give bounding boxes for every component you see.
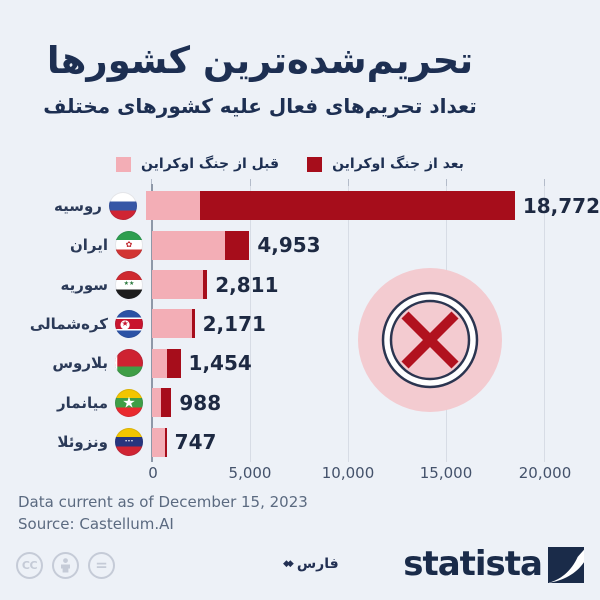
- country-label: ایران: [69, 236, 108, 255]
- syria-flag: ★★: [115, 270, 143, 299]
- venezuela-flag: •••: [115, 428, 143, 457]
- cc-icon[interactable]: CC: [16, 552, 43, 579]
- myanmar-flag: ★: [115, 388, 143, 417]
- x-tick-0: 0: [148, 464, 158, 482]
- gridline-5000: [250, 186, 251, 462]
- bar-group: 1,454: [152, 348, 252, 378]
- bar-before-war: [152, 348, 167, 378]
- header: تحریم‌شده‌ترین کشورها تعداد تحریم‌های فع…: [0, 36, 520, 118]
- chart-row: سوریه ★★ 2,811: [0, 265, 600, 304]
- bar-after-war: [200, 191, 515, 221]
- country-label: میانمار: [57, 393, 108, 412]
- cc-license-icons[interactable]: CC =: [16, 552, 115, 579]
- flag-emblem: ▌: [115, 349, 128, 378]
- top-tick-0: [151, 179, 152, 186]
- bar-after-war: [161, 388, 172, 418]
- footer: Data current as of December 15, 2023 Sou…: [18, 491, 308, 535]
- flag-emblem: ★★: [123, 280, 135, 288]
- country-label: ونزوئلا: [57, 433, 108, 452]
- bar-group: 2,171: [152, 309, 266, 339]
- chart-row: کره‌شمالی ● ★ 2,171: [0, 304, 600, 343]
- crossed-circle-icon: [381, 291, 479, 389]
- cc-by-person-icon[interactable]: [52, 552, 79, 579]
- flag-emblem: ●: [119, 316, 131, 331]
- bar-group: 4,953: [152, 230, 321, 260]
- bar-before-war: [152, 427, 165, 457]
- bar-after-war: [224, 230, 250, 260]
- fars-logo[interactable]: ◆◆ فارس: [283, 556, 339, 572]
- cc-icon-text: CC: [21, 559, 38, 572]
- x-tick-10000: 10,000: [321, 464, 375, 482]
- russia-flag: [108, 191, 137, 220]
- bar-before-war: [152, 309, 193, 339]
- bar-before-war: [145, 191, 201, 221]
- chart-row: ایران ✿ 4,953: [0, 225, 600, 264]
- flag-emblem: •••: [124, 438, 134, 445]
- chart-row: ونزوئلا ••• 747: [0, 423, 600, 462]
- belarus-flag: ▌: [115, 349, 143, 378]
- gridline-20000: [544, 186, 545, 462]
- legend: قبل از جنگ اوکراین بعد از جنگ اوکراین: [0, 156, 580, 172]
- bar-value: 18,772: [522, 193, 600, 218]
- fars-diamond-icon: ◆◆: [283, 559, 294, 569]
- bar-after-war: [166, 348, 181, 378]
- legend-item-before-war: قبل از جنگ اوکراین: [116, 156, 279, 172]
- legend-label-before: قبل از جنگ اوکراین: [141, 156, 280, 172]
- north-korea-flag: ● ★: [115, 309, 143, 338]
- legend-item-after-war: بعد از جنگ اوکراین: [307, 156, 464, 172]
- top-tick-20000: [544, 179, 545, 186]
- fars-logo-text: فارس: [296, 556, 339, 572]
- flag-emblem: ★: [122, 393, 136, 412]
- country-label: کره‌شمالی: [29, 314, 108, 333]
- top-tick-15000: [446, 179, 447, 186]
- data-current-note: Data current as of December 15, 2023: [18, 493, 308, 511]
- legend-swatch-before: [116, 156, 132, 172]
- bar-before-war: [152, 230, 225, 260]
- page-title: تحریم‌شده‌ترین کشورها: [46, 39, 474, 82]
- bar-after-war: [164, 427, 167, 457]
- country-label: سوریه: [60, 275, 108, 294]
- x-tick-20000: 20,000: [518, 464, 572, 482]
- top-tick-10000: [348, 179, 349, 186]
- bar-value: 2,811: [215, 272, 279, 297]
- bar-value: 988: [179, 390, 222, 415]
- chart-row: روسیه 18,772: [0, 186, 600, 225]
- bar-value: 747: [174, 430, 217, 455]
- chart-row: بلاروس ▌ 1,454: [0, 344, 600, 383]
- flag-emblem: ★: [121, 318, 129, 328]
- x-tick-15000: 15,000: [419, 464, 473, 482]
- bar-value: 2,171: [202, 311, 266, 336]
- bar-after-war: [203, 270, 208, 300]
- legend-swatch-after: [307, 156, 323, 172]
- cc-nd-icon[interactable]: =: [88, 552, 115, 579]
- page-subtitle: تعداد تحریم‌های فعال علیه کشورهای مختلف: [43, 93, 477, 118]
- legend-label-after: بعد از جنگ اوکراین: [332, 156, 464, 172]
- nd-icon-text: =: [95, 555, 108, 574]
- person-icon: [61, 558, 70, 573]
- bar-after-war: [192, 309, 195, 339]
- iran-flag: ✿: [115, 231, 143, 260]
- bar-before-war: [152, 270, 204, 300]
- chart-rows: روسیه 18,772 ایران ✿ 4,953 سوریه ★★ 2,81…: [0, 186, 600, 462]
- bar-value: 1,454: [188, 351, 252, 376]
- chart-row: میانمار ★ 988: [0, 383, 600, 422]
- statista-wordmark: statista: [403, 544, 543, 584]
- bar-before-war: [152, 388, 162, 418]
- bar-group: 2,811: [152, 270, 279, 300]
- bar-group: 18,772: [145, 191, 600, 221]
- country-label: روسیه: [54, 196, 102, 215]
- top-tick-5000: [250, 179, 251, 186]
- bar-group: 747: [152, 427, 217, 457]
- bar-group: 988: [152, 388, 222, 418]
- bar-value: 4,953: [257, 233, 321, 258]
- gridline-10000: [348, 186, 349, 462]
- sanctions-symbol: [358, 268, 502, 412]
- flag-emblem: ✿: [125, 240, 133, 250]
- statista-swoosh-icon: [548, 547, 584, 583]
- country-label: بلاروس: [52, 354, 108, 373]
- statista-logo[interactable]: statista: [403, 547, 584, 583]
- x-tick-5000: 5,000: [228, 464, 272, 482]
- source-note: Source: Castellum.AI: [18, 515, 174, 533]
